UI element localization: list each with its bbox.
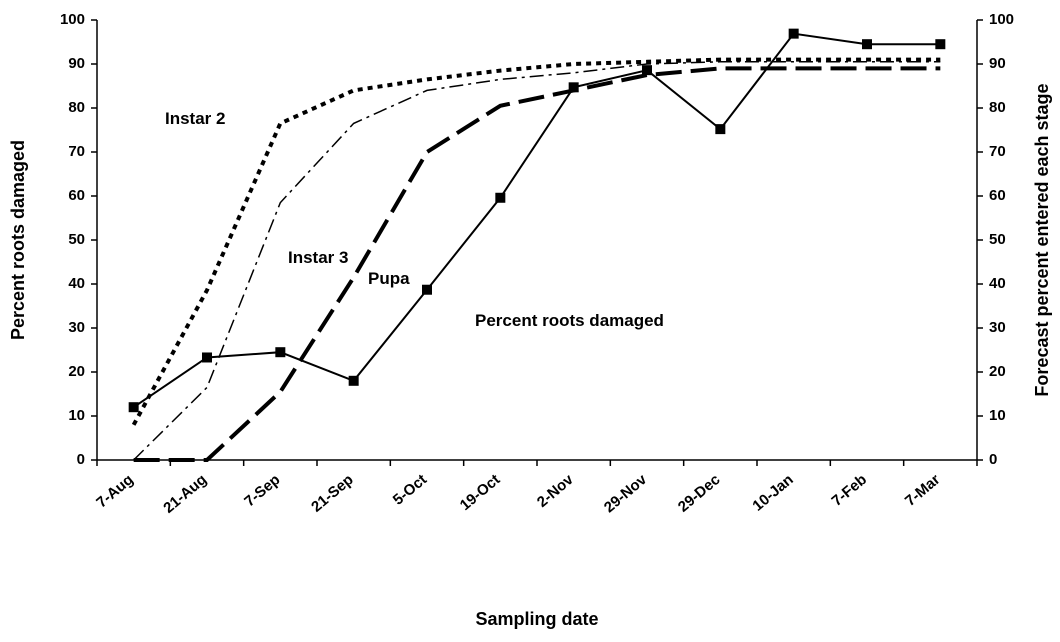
y2-tick-label: 10	[989, 407, 1006, 424]
y2-tick-label: 70	[989, 143, 1006, 160]
y2-tick-label: 100	[989, 11, 1014, 28]
x-tick-label: 7-Aug	[93, 471, 136, 511]
x-tick-label: 7-Feb	[829, 471, 871, 510]
data-point	[128, 402, 139, 413]
x-tick-label: 7-Sep	[241, 471, 283, 510]
x-axis-title: Sampling date	[475, 609, 598, 629]
series-line	[133, 32, 941, 409]
y2-tick-label: 40	[989, 275, 1006, 292]
series-annotation: Instar 3	[288, 248, 348, 267]
y-tick-label: 20	[68, 363, 85, 380]
data-point	[935, 39, 946, 50]
series-annotation: Pupa	[368, 269, 410, 288]
series-line	[133, 61, 941, 461]
y-tick-label: 80	[68, 99, 85, 116]
y2-tick-label: 0	[989, 451, 997, 468]
data-point	[788, 28, 799, 39]
series-annotation: Instar 2	[165, 109, 225, 128]
x-tick-label: 2-Nov	[534, 471, 577, 511]
data-point	[275, 347, 286, 358]
x-tick-label: 10-Jan	[749, 471, 796, 515]
x-tick-label: 5-Oct	[390, 471, 430, 509]
y-tick-label: 60	[68, 187, 85, 204]
y-tick-label: 30	[68, 319, 85, 336]
x-tick-label: 21-Aug	[160, 471, 210, 517]
y2-tick-label: 50	[989, 231, 1006, 248]
data-point	[642, 65, 652, 76]
y2-tick-label: 90	[989, 55, 1006, 72]
y-axis-title: Percent roots damaged	[8, 140, 28, 340]
series-line	[131, 57, 941, 426]
data-point	[715, 124, 726, 135]
x-tick-label: 21-Sep	[308, 471, 357, 516]
y2-tick-label: 30	[989, 319, 1006, 336]
y2-axis-title: Forecast percent entered each stage	[1032, 83, 1052, 396]
series-annotation: Percent roots damaged	[475, 311, 664, 330]
y-tick-label: 40	[68, 275, 85, 292]
y-tick-label: 10	[68, 407, 85, 424]
x-tick-label: 29-Nov	[601, 471, 651, 517]
x-tick-label: 19-Oct	[457, 471, 504, 514]
data-point	[202, 352, 212, 363]
y-tick-label: 50	[68, 231, 85, 248]
data-point	[568, 82, 579, 93]
y2-tick-label: 80	[989, 99, 1006, 116]
y-tick-label: 90	[68, 55, 85, 72]
series-line	[133, 66, 941, 462]
data-point	[422, 284, 432, 295]
y-tick-label: 100	[60, 11, 85, 28]
data-point	[862, 39, 872, 50]
x-tick-label: 29-Dec	[675, 471, 724, 516]
y-tick-label: 70	[68, 143, 85, 160]
y-tick-label: 0	[77, 451, 85, 468]
y2-tick-label: 20	[989, 363, 1006, 380]
x-tick-label: 7-Mar	[902, 471, 944, 510]
data-point	[348, 375, 359, 386]
y2-tick-label: 60	[989, 187, 1006, 204]
data-point	[495, 192, 506, 203]
